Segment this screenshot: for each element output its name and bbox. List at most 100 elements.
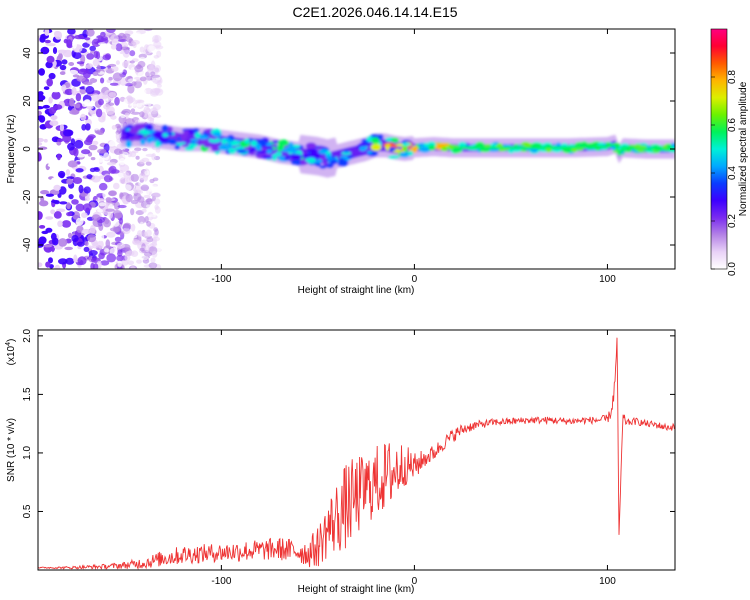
signal-blob (162, 133, 169, 137)
noise-speckle (84, 99, 92, 107)
noise-speckle (103, 46, 108, 51)
noise-speckle (139, 221, 144, 229)
noise-speckle (130, 111, 141, 115)
noise-speckle (46, 78, 53, 87)
spectrogram-y-ticks: -40 -20 0 20 40 (22, 47, 675, 252)
noise-speckle (38, 115, 46, 123)
noise-speckle (61, 220, 72, 228)
noise-speckle (105, 208, 115, 212)
noise-speckle (50, 177, 59, 186)
noise-speckle (66, 178, 73, 185)
signal-blob (402, 145, 408, 152)
noise-speckle (122, 61, 129, 68)
noise-speckle (137, 60, 146, 68)
signal-blob (266, 149, 273, 154)
noise-speckle (100, 260, 110, 266)
signal-blob (249, 152, 256, 156)
noise-speckle (124, 83, 134, 87)
noise-speckle (139, 111, 145, 118)
signal-blob (329, 159, 338, 165)
noise-speckle (134, 147, 142, 152)
signal-centre-line (453, 142, 675, 157)
noise-speckle (150, 257, 156, 263)
noise-speckle (92, 140, 99, 146)
noise-speckle (45, 193, 55, 197)
snr-exponent-label: (x104) (5, 339, 17, 366)
noise-speckle (152, 106, 157, 113)
noise-speckle (147, 214, 157, 218)
noise-speckle (86, 174, 93, 180)
signal-blob (479, 148, 491, 153)
noise-speckle (145, 229, 152, 237)
spectrogram-plot-area (38, 29, 675, 269)
noise-speckle (115, 43, 123, 52)
noise-speckle (146, 220, 152, 227)
noise-speckle (84, 37, 91, 41)
noise-speckle (38, 94, 46, 101)
spectrogram-x-ticks: -100 0 100 (211, 29, 616, 285)
noise-speckle (50, 115, 58, 120)
noise-speckle (76, 61, 85, 65)
noise-speckle (67, 29, 76, 35)
signal-blob (408, 150, 414, 156)
noise-speckle (152, 192, 161, 198)
noise-speckle (104, 217, 110, 225)
noise-speckle (75, 103, 81, 109)
noise-speckle (51, 91, 61, 100)
spectrogram-signal-band (121, 122, 675, 178)
colorbar-tick-label: 0.4 (727, 166, 738, 180)
noise-speckle (88, 144, 98, 151)
noise-speckle (122, 151, 129, 158)
noise-speckle (48, 257, 53, 264)
noise-speckle (76, 241, 85, 247)
noise-speckle (130, 173, 139, 182)
noise-speckle (53, 184, 61, 191)
figure-title: C2E1.2026.046.14.14.E15 (292, 4, 457, 20)
signal-blob (359, 146, 367, 152)
noise-speckle (97, 148, 107, 154)
noise-speckle (39, 200, 49, 207)
signal-blob (388, 147, 396, 152)
noise-speckle (48, 107, 57, 115)
noise-speckle (86, 29, 95, 37)
noise-speckle (65, 257, 75, 265)
noise-speckle (73, 60, 78, 69)
noise-speckle (97, 232, 105, 242)
noise-speckle (131, 234, 138, 239)
noise-speckle (151, 239, 157, 248)
noise-speckle (59, 124, 65, 132)
noise-speckle (83, 81, 93, 86)
snr-x-ticks: -100 0 100 (211, 330, 616, 587)
x-tick-label: 0 (412, 274, 418, 285)
colorbar-tick-label: 0.0 (727, 262, 738, 276)
noise-speckle (39, 225, 46, 229)
noise-speckle (98, 42, 106, 46)
x-tick-label: 100 (599, 576, 616, 587)
signal-blob (181, 144, 191, 147)
signal-blob (194, 132, 201, 139)
snr-plot-area (38, 337, 675, 570)
noise-speckle (154, 204, 159, 210)
noise-speckle (130, 266, 136, 269)
x-tick-label: -100 (211, 576, 231, 587)
noise-speckle (81, 229, 92, 234)
noise-speckle (122, 200, 129, 205)
noise-speckle (72, 39, 77, 49)
signal-blob (210, 144, 221, 152)
noise-speckle (117, 249, 123, 257)
noise-speckle (38, 106, 44, 110)
noise-speckle (81, 149, 91, 155)
noise-speckle (103, 175, 113, 183)
noise-speckle (38, 137, 44, 143)
noise-speckle (116, 242, 125, 249)
noise-speckle (46, 43, 56, 47)
noise-speckle (140, 35, 146, 42)
signal-blob (419, 146, 431, 153)
signal-blob (192, 128, 200, 133)
noise-speckle (48, 96, 53, 104)
noise-speckle (114, 212, 122, 219)
noise-speckle (132, 185, 143, 193)
noise-speckle (93, 50, 99, 59)
noise-speckle (151, 88, 162, 94)
noise-speckle (75, 168, 84, 173)
